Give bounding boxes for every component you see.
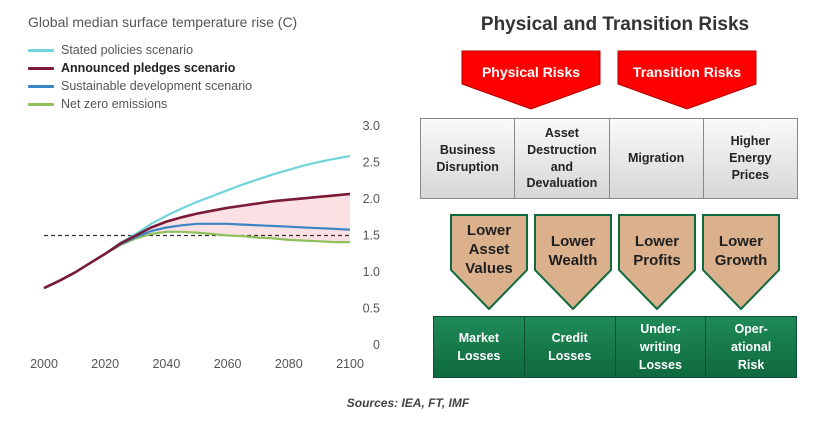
x-tick-label: 2000 <box>30 357 58 371</box>
red-arrow-shape <box>617 50 757 110</box>
tan-arrow-shape <box>534 214 612 310</box>
physical-risks-arrow: Physical Risks <box>461 50 601 110</box>
legend-swatch <box>28 102 54 106</box>
y-tick-label: 0.5 <box>363 302 380 316</box>
chart-title: Global median surface temperature rise (… <box>28 14 298 30</box>
legend-item: Net zero emissions <box>28 95 252 113</box>
temperature-line-chart: 0 0.5 1.0 1.5 2.0 2.5 3.0 2000 2020 2040 2060 2080 2… <box>30 119 380 371</box>
legend-label: Stated policies scenario <box>61 43 194 57</box>
arrow-label: Physical Risks <box>481 64 581 80</box>
y-tick-label: 2.5 <box>363 156 380 170</box>
x-tick-label: 2020 <box>91 357 119 371</box>
channel-migration: Migration <box>609 119 704 198</box>
shaded-band <box>120 193 350 245</box>
risks-title: Physical and Transition Risks <box>480 14 750 35</box>
impact-label: Lower Asset Values <box>465 222 513 278</box>
x-tick-label: 2100 <box>336 357 364 371</box>
loss-credit: Credit Losses <box>524 317 616 377</box>
y-tick-label: 1.0 <box>363 265 380 279</box>
channel-business-disruption: Business Disruption <box>421 119 516 198</box>
legend-item: Stated policies scenario <box>28 41 252 59</box>
series-line <box>43 192 351 290</box>
x-tick-label: 2040 <box>152 357 180 371</box>
legend-label: Announced pledges scenario <box>61 61 236 75</box>
legend-item: Sustainable development scenario <box>28 77 252 95</box>
channel-asset-destruction: Asset Destruction and Devaluation <box>515 119 610 198</box>
arrow-label: Transition Risks <box>632 64 742 80</box>
impact-arrow-profits: Lower Profits <box>618 214 696 310</box>
impact-label: Lower Wealth <box>548 233 598 270</box>
chart-legend: Stated policies scenario Announced pledg… <box>28 41 252 113</box>
loss-operational: Oper-ational Risk <box>706 317 796 377</box>
x-tick-label: 2060 <box>214 357 242 371</box>
impact-arrow-asset-values: Lower Asset Values <box>450 214 528 310</box>
sources-note: Sources: IEA, FT, IMF <box>346 396 470 410</box>
risk-channels-row: Business Disruption Asset Destruction and De… <box>420 118 798 199</box>
tan-arrow-shape <box>702 214 780 310</box>
y-tick-label: 3.0 <box>363 119 380 133</box>
legend-item: Announced pledges scenario <box>28 59 252 77</box>
series-line <box>43 230 350 290</box>
loss-underwriting: Under-writing Losses <box>615 317 707 377</box>
impact-arrow-growth: Lower Growth <box>702 214 780 310</box>
legend-label: Net zero emissions <box>61 97 168 111</box>
impact-arrow-wealth: Lower Wealth <box>534 214 612 310</box>
impact-label: Lower Growth <box>714 233 768 270</box>
losses-row: Market Losses Credit Losses Under-writing L… <box>433 316 797 378</box>
y-tick-label: 0 <box>373 338 380 352</box>
impact-label: Lower Profits <box>633 233 681 270</box>
legend-swatch <box>28 84 54 88</box>
y-tick-label: 2.0 <box>363 192 380 206</box>
tan-arrow-shape <box>618 214 696 310</box>
transition-risks-arrow: Transition Risks <box>617 50 757 110</box>
legend-swatch <box>28 48 54 52</box>
red-arrow-shape <box>461 50 601 110</box>
loss-market: Market Losses <box>434 317 525 377</box>
legend-label: Sustainable development scenario <box>61 79 253 93</box>
channel-higher-energy-prices: Higher Energy Prices <box>703 119 797 198</box>
tan-arrow-shape <box>450 214 528 310</box>
x-tick-label: 2080 <box>275 357 303 371</box>
legend-swatch <box>28 66 54 70</box>
y-tick-label: 1.5 <box>363 229 380 243</box>
